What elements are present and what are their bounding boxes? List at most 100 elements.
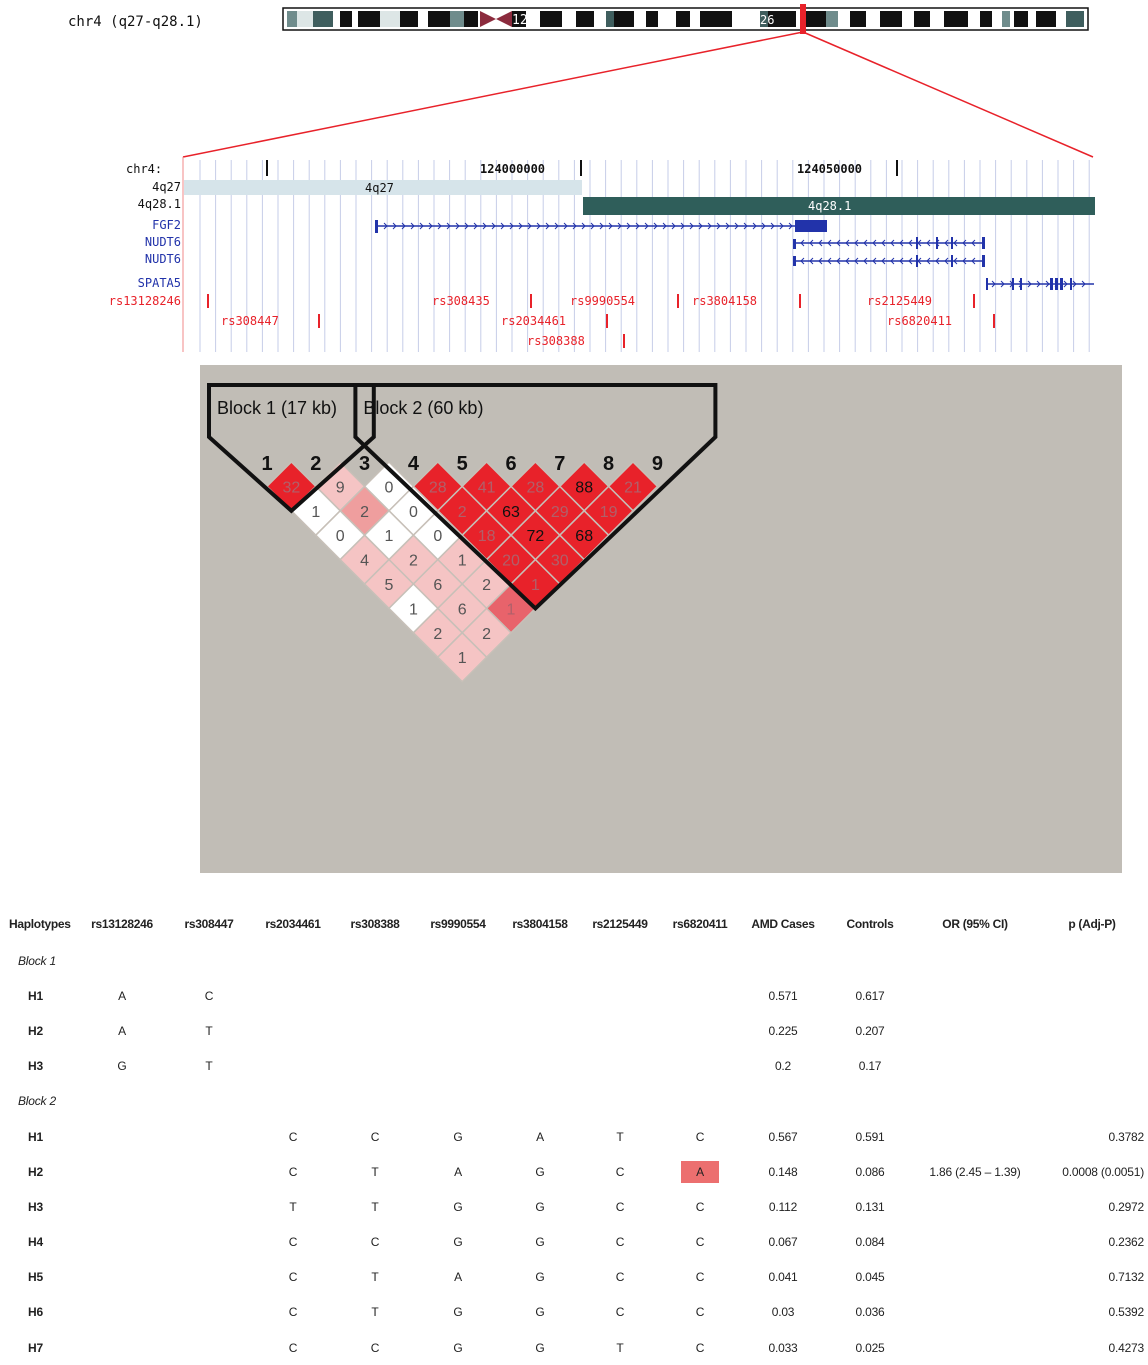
strand-arrow (836, 257, 841, 265)
ld-cell-value: 20 (502, 553, 520, 570)
ld-cell-value: 21 (624, 479, 642, 496)
table-cell: G (535, 1305, 545, 1320)
band-4q27[interactable] (184, 180, 582, 195)
ld-cell-value: 1 (409, 601, 418, 618)
table-row[interactable]: H3 T T G G C C 0.112 0.131 0.2972 (8, 1189, 1148, 1224)
marker-label-4: 4 (408, 453, 420, 475)
marker-label-3: 3 (359, 453, 370, 475)
column-header[interactable]: rs6820411 (672, 917, 728, 931)
table-cell (78, 1189, 166, 1224)
gene-model-nudt6-2[interactable] (793, 255, 985, 267)
strand-arrow (761, 222, 766, 230)
table-cell: C (695, 1235, 705, 1250)
ld-block-outline-2[interactable] (353, 383, 718, 612)
table-cell: 1.86 (2.45 – 1.39) (929, 1164, 1021, 1179)
table-row[interactable]: H4 C C G G C C 0.067 0.084 0.2362 (8, 1225, 1148, 1260)
table-row[interactable]: H3 G T 0.2 0.17 (8, 1049, 1148, 1084)
gene-label-spata5[interactable]: SPATA5 (138, 276, 181, 290)
column-header[interactable]: rs308388 (350, 917, 400, 931)
column-header[interactable]: rs2125449 (592, 917, 648, 931)
strand-arrow (1027, 280, 1032, 288)
snp-tick (799, 294, 801, 308)
strand-arrow (770, 222, 775, 230)
band-label-12: 12 (512, 13, 528, 28)
table-cell: 0.7132 (1108, 1270, 1144, 1285)
strand-arrow (788, 222, 793, 230)
table-row[interactable]: H7 C C G G T C 0.033 0.025 0.4273 (8, 1330, 1148, 1365)
snp-label-rs6820411[interactable]: rs6820411 (887, 314, 952, 328)
gene-label-nudt6-2[interactable]: NUDT6 (145, 252, 181, 266)
column-header[interactable]: rs2034461 (265, 917, 321, 931)
table-row[interactable]: H2 C T A G C A 0.148 0.086 1.86 (2.45 – 1.39) 0.00… (8, 1154, 1148, 1189)
column-header[interactable]: rs13128246 (91, 917, 153, 931)
table-row[interactable]: H1 A C 0.571 0.617 (8, 978, 1148, 1013)
strand-arrow (863, 257, 868, 265)
column-header[interactable]: rs308447 (184, 917, 234, 931)
table-cell (914, 1260, 1036, 1295)
ruler-tick (896, 160, 898, 176)
ideogram-region-marker (800, 4, 806, 34)
snp-tick (207, 294, 209, 308)
strand-arrow (962, 239, 967, 247)
snp-label-rs9990554[interactable]: rs9990554 (570, 294, 635, 308)
table-row[interactable]: H6 C T G G C C 0.03 0.036 0.5392 (8, 1295, 1148, 1330)
strand-arrow (917, 257, 922, 265)
gene-model-nudt6-1[interactable] (793, 237, 985, 249)
block-label: Block 1 (18, 953, 56, 968)
table-cell (78, 1154, 166, 1189)
table-cell: G (535, 1235, 545, 1250)
strand-arrow (991, 280, 996, 288)
gene-model-spata5[interactable] (986, 278, 1094, 290)
column-header[interactable]: OR (95% CI) (942, 917, 1008, 931)
column-header[interactable]: AMD Cases (751, 917, 815, 931)
table-cell: C (288, 1305, 298, 1320)
table-cell (166, 1154, 252, 1189)
table-cell: C (615, 1270, 625, 1285)
snp-label-rs3804158[interactable]: rs3804158 (692, 294, 757, 308)
strand-arrow (872, 257, 877, 265)
snp-label-rs308447[interactable]: rs308447 (221, 314, 279, 328)
ld-block-outline-1[interactable] (207, 383, 376, 514)
strand-arrow (1063, 280, 1068, 288)
column-header[interactable]: rs9990554 (430, 917, 486, 931)
table-cell (252, 1049, 334, 1084)
strand-arrow (626, 222, 631, 230)
strand-arrow (473, 222, 478, 230)
strand-arrow (863, 239, 868, 247)
snp-label-rs308388[interactable]: rs308388 (527, 334, 585, 348)
table-cell: C (288, 1340, 298, 1355)
strand-arrow (818, 239, 823, 247)
strand-arrow (890, 257, 895, 265)
snp-label-rs308435[interactable]: rs308435 (432, 294, 490, 308)
gene-label-fgf2[interactable]: FGF2 (152, 218, 181, 232)
strand-arrow (500, 222, 505, 230)
strand-arrow (437, 222, 442, 230)
snp-label-rs2125449[interactable]: rs2125449 (867, 294, 932, 308)
snp-label-rs13128246[interactable]: rs13128246 (109, 294, 181, 308)
table-row[interactable]: H1 C C G A T C 0.567 0.591 0.3782 (8, 1119, 1148, 1154)
column-header[interactable]: Haplotypes (9, 917, 71, 931)
strand-arrow (545, 222, 550, 230)
chromosome-ideogram[interactable] (282, 4, 1089, 34)
table-cell (914, 1295, 1036, 1330)
table-row[interactable]: H5 C T A G C C 0.041 0.045 0.7132 (8, 1260, 1148, 1295)
gene-label-nudt6-1[interactable]: NUDT6 (145, 235, 181, 249)
band-4q28-1[interactable] (583, 197, 1095, 215)
gene-model-fgf2[interactable] (375, 220, 827, 233)
column-header[interactable]: rs3804158 (512, 917, 568, 931)
table-cell: 0.207 (855, 1023, 885, 1038)
column-header[interactable]: p (Adj-P) (1068, 917, 1116, 931)
table-row[interactable]: H2 A T 0.225 0.207 (8, 1013, 1148, 1048)
strand-arrow (809, 239, 814, 247)
table-cell (166, 1295, 252, 1330)
table-cell (78, 1225, 166, 1260)
snp-label-rs2034461[interactable]: rs2034461 (501, 314, 566, 328)
ld-cell-value: 2 (433, 626, 442, 643)
strand-arrow (800, 257, 805, 265)
column-header[interactable]: Controls (846, 917, 894, 931)
marker-label-8: 8 (603, 453, 614, 475)
table-cell: C (370, 1235, 380, 1250)
ld-cell-1-9[interactable] (436, 631, 488, 683)
strand-arrow (482, 222, 487, 230)
table-cell: C (695, 1305, 705, 1320)
